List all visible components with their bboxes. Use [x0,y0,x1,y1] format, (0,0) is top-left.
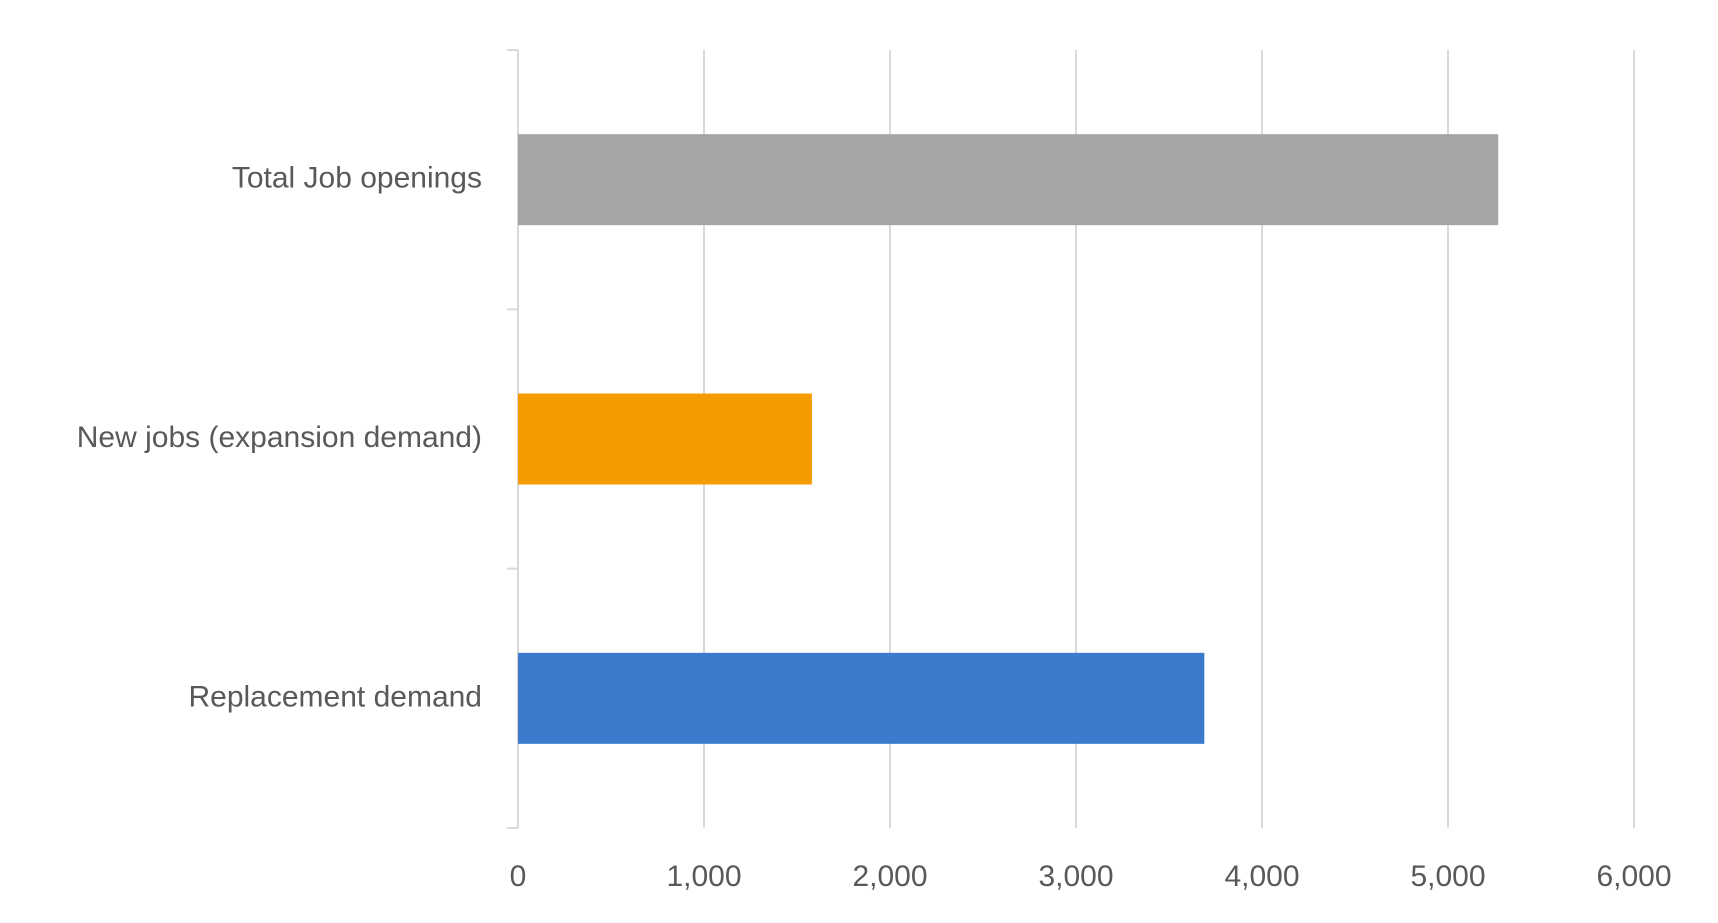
x-tick-label: 2,000 [852,860,927,893]
x-tick-label: 1,000 [666,860,741,893]
x-tick-label: 3,000 [1038,860,1113,893]
x-tick-label: 5,000 [1410,860,1485,893]
y-tick-label: Total Job openings [232,162,482,195]
bar [518,393,812,485]
x-tick-label: 4,000 [1224,860,1299,893]
x-tick-label: 6,000 [1596,860,1671,893]
bar [518,652,1205,744]
y-tick-label: Replacement demand [188,680,482,713]
y-tick-label: New jobs (expansion demand) [77,421,482,454]
bar [518,134,1499,226]
x-tick-label: 0 [510,860,527,893]
